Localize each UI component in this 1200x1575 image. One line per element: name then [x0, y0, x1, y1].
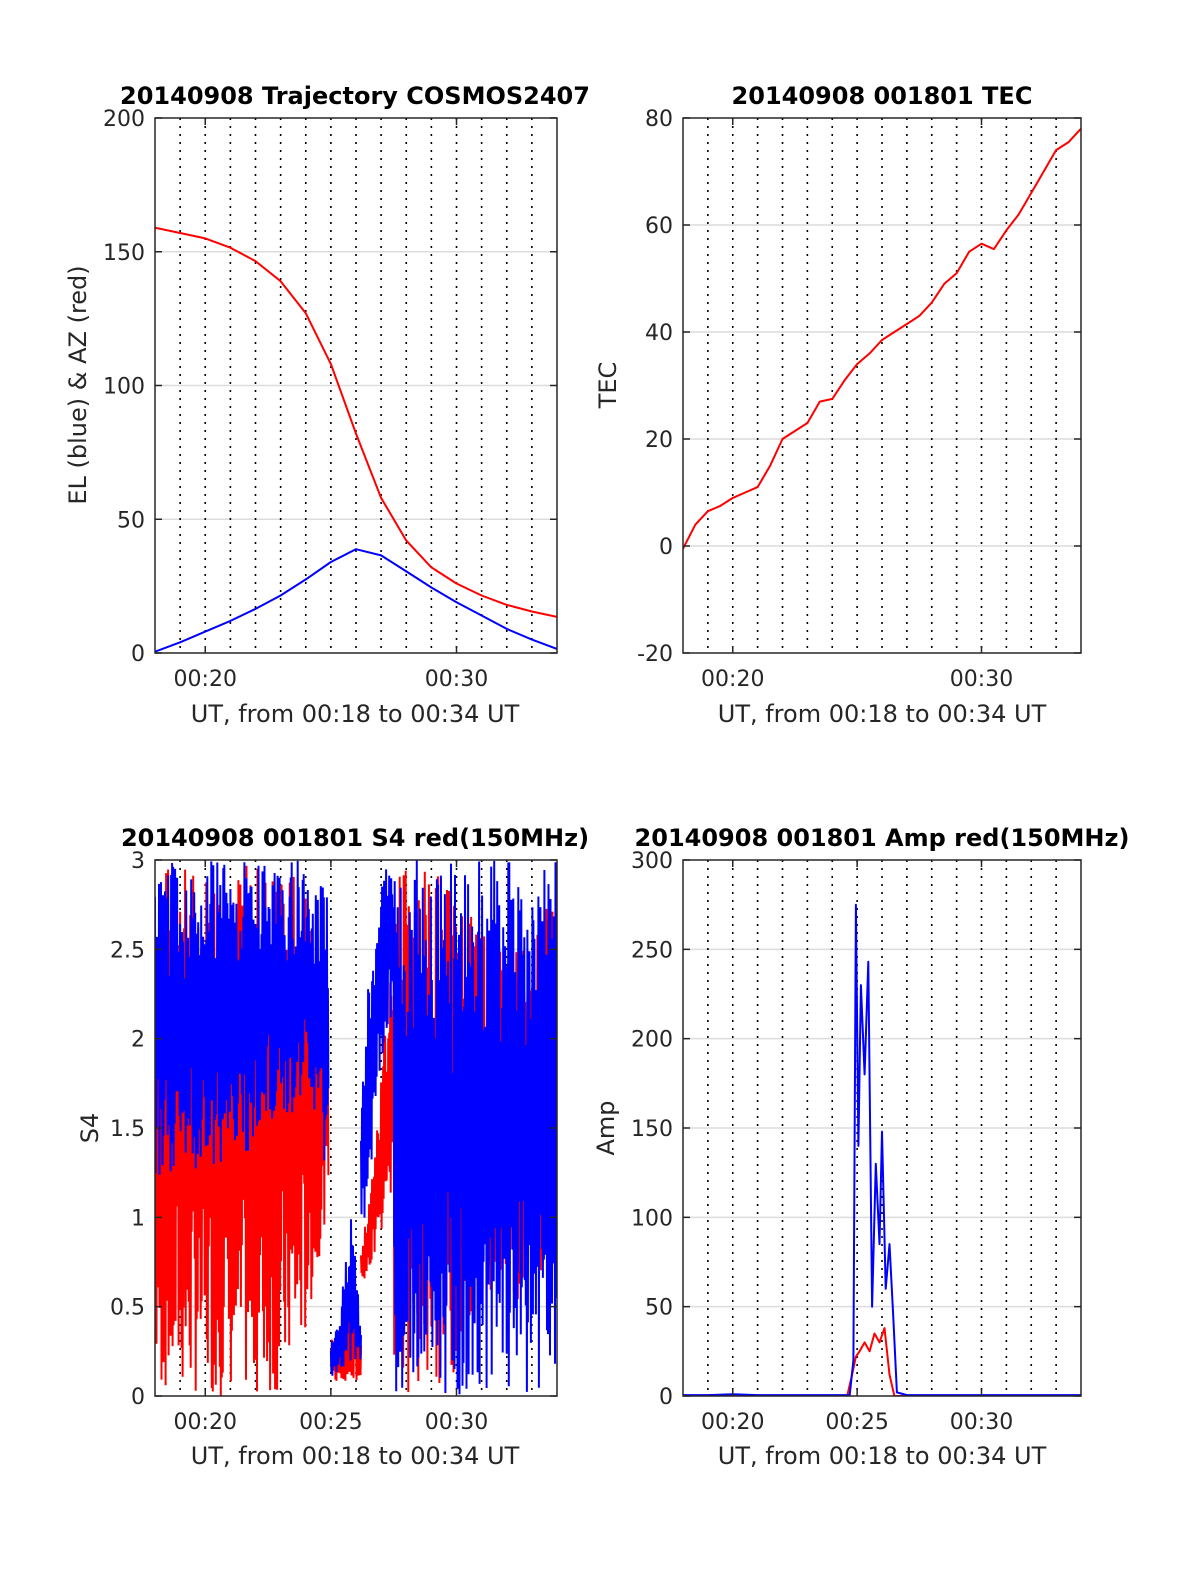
s4-xlabel: UT, from 00:18 to 00:34 UT [191, 1442, 520, 1470]
y-tick-label: 2.5 [110, 938, 145, 963]
amp-plot: 0 50 100 150 200 250 300 00:20 00:25 00:30 [631, 849, 1082, 1435]
tec-title: 20140908 001801 TEC [732, 82, 1033, 110]
series-segment [155, 860, 330, 1175]
plot-frame [682, 117, 1082, 654]
y-tick-label: 200 [631, 1028, 673, 1053]
series-segment [360, 869, 395, 1218]
y-tick-label: 0.5 [110, 1296, 145, 1321]
series-segment [329, 1219, 362, 1376]
amp-xlabel: UT, from 00:18 to 00:34 UT [718, 1442, 1047, 1470]
series-line [155, 548, 557, 653]
x-tick-label: 00:30 [950, 667, 1013, 692]
tec-panel: 20140908 001801 TEC -20 0 20 40 60 80 00:20 00:… [594, 82, 1082, 728]
trajectory-plot: 0 50 100 150 200 00:20 00:30 [103, 107, 558, 692]
s4-ylabel: S4 [76, 1113, 104, 1144]
series-segment [360, 982, 395, 1279]
s4-title: 20140908 001801 S4 red(150MHz) [121, 824, 589, 852]
s4-panel: 20140908 001801 S4 red(150MHz) 0 0.5 1 1.5 2… [76, 824, 589, 1470]
series-segment [392, 860, 557, 1395]
trajectory-panel: 20140908 Trajectory COSMOS2407 0 50 100 150… [64, 82, 590, 728]
y-tick-label: 0 [659, 535, 673, 560]
trajectory-title: 20140908 Trajectory COSMOS2407 [120, 82, 590, 110]
amp-ylabel: Amp [592, 1100, 620, 1155]
y-tick-label: 40 [645, 321, 673, 346]
series-line [683, 128, 1081, 550]
series-segment [155, 865, 330, 1396]
y-tick-label: 3 [131, 849, 145, 874]
x-tick-label: 00:20 [701, 667, 764, 692]
y-tick-label: 150 [103, 241, 145, 266]
y-tick-label: 150 [631, 1117, 673, 1142]
y-tick-label: 300 [631, 849, 673, 874]
amp-title: 20140908 001801 Amp red(150MHz) [635, 824, 1130, 852]
x-tick-label: 00:20 [701, 1410, 764, 1435]
y-tick-label: 0 [131, 1385, 145, 1410]
y-tick-label: 250 [631, 938, 673, 963]
series-line [683, 903, 1081, 1396]
x-tick-label: 00:25 [299, 1410, 362, 1435]
x-tick-label: 00:30 [950, 1410, 1013, 1435]
series-line [155, 226, 557, 618]
tec-plot: -20 0 20 40 60 80 00:20 00:30 [637, 107, 1082, 692]
y-tick-label: 1.5 [110, 1117, 145, 1142]
trajectory-xlabel: UT, from 00:18 to 00:34 UT [191, 700, 520, 728]
amp-panel: 20140908 001801 Amp red(150MHz) 0 50 100 15… [592, 824, 1129, 1470]
x-tick-label: 00:20 [174, 1410, 237, 1435]
y-tick-label: 0 [131, 642, 145, 667]
y-tick-label: 200 [103, 107, 145, 132]
y-tick-label: 50 [645, 1296, 673, 1321]
tec-ylabel: TEC [594, 362, 622, 410]
y-tick-label: 1 [131, 1206, 145, 1231]
y-tick-label: 0 [659, 1385, 673, 1410]
y-tick-label: -20 [637, 642, 673, 667]
y-tick-label: 100 [631, 1206, 673, 1231]
tec-xlabel: UT, from 00:18 to 00:34 UT [718, 700, 1047, 728]
y-tick-label: 80 [645, 107, 673, 132]
y-tick-label: 2 [131, 1028, 145, 1053]
x-tick-label: 00:25 [825, 1410, 888, 1435]
s4-plot: 0 0.5 1 1.5 2 2.5 3 00:20 00:25 00:30 [110, 849, 558, 1435]
y-tick-label: 20 [645, 428, 673, 453]
x-tick-label: 00:20 [174, 667, 237, 692]
y-tick-label: 50 [117, 508, 145, 533]
y-tick-label: 60 [645, 214, 673, 239]
x-tick-label: 00:30 [425, 667, 488, 692]
y-tick-label: 100 [103, 375, 145, 400]
trajectory-ylabel: EL (blue) & AZ (red) [64, 265, 92, 504]
x-tick-label: 00:30 [425, 1410, 488, 1435]
